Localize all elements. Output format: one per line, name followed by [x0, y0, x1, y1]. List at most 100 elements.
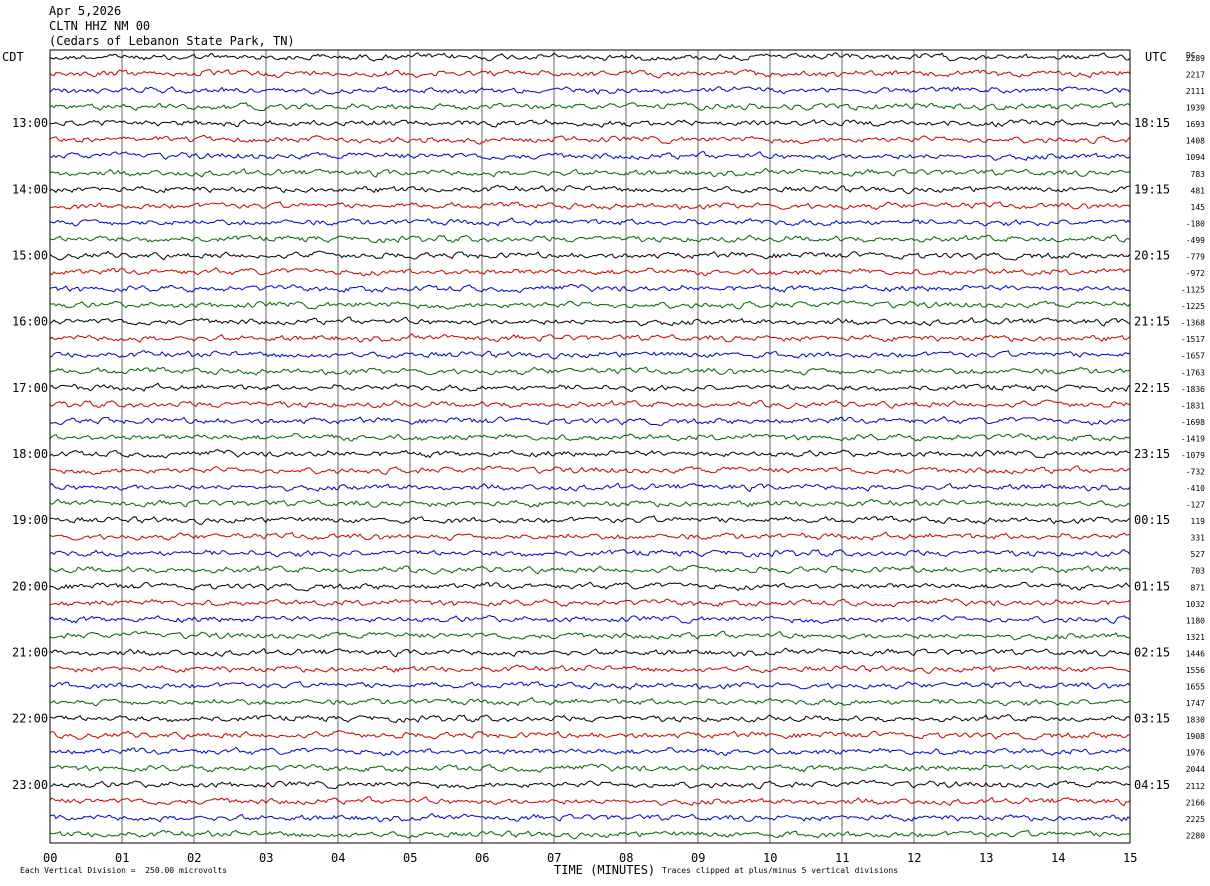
right-timezone-label: UTC — [1145, 50, 1167, 64]
x-axis-label: TIME (MINUTES) — [554, 863, 655, 877]
trace-row-34 — [49, 598, 1131, 608]
dc-offset-row-47: 2225 — [1186, 815, 1205, 824]
dc-offset-row-11: -180 — [1186, 219, 1205, 228]
vertical-division-note: Each Vertical Division = 250.00 microvol… — [20, 866, 228, 875]
right-hour-20:15: 20:15 — [1134, 248, 1170, 262]
dc-offset-row-48: 2280 — [1186, 831, 1205, 840]
right-hour-02:15: 02:15 — [1134, 645, 1170, 659]
x-tick-12: 12 — [907, 851, 921, 865]
left-hour-22:00: 22:00 — [12, 712, 48, 726]
dc-label: DC — [1186, 51, 1196, 60]
dc-offset-row-20: -1763 — [1181, 368, 1205, 377]
left-hour-13:00: 13:00 — [12, 116, 48, 130]
dc-offset-row-41: 1830 — [1186, 716, 1205, 725]
dc-offset-row-42: 1908 — [1186, 732, 1205, 741]
dc-offset-row-43: 1976 — [1186, 749, 1205, 758]
right-hour-labels: 18:15 19:15 20:15 21:15 22:15 23:15 00:15 01:15… — [1134, 116, 1170, 792]
trace-row-29 — [49, 515, 1131, 526]
dc-offset-row-27: -410 — [1186, 484, 1205, 493]
trace-row-42 — [49, 730, 1131, 741]
dc-offset-row-37: 1446 — [1186, 649, 1205, 658]
trace-row-17 — [49, 316, 1131, 327]
time-gridlines — [121, 50, 1059, 843]
right-hour-04:15: 04:15 — [1134, 778, 1170, 792]
dc-offset-row-12: -499 — [1186, 236, 1205, 245]
trace-row-40 — [49, 696, 1131, 707]
x-tick-14: 14 — [1051, 851, 1065, 865]
x-tick-11: 11 — [835, 851, 849, 865]
station-code: CLTN HHZ NM 00 — [49, 19, 151, 33]
x-tick-05: 05 — [403, 851, 417, 865]
right-hour-00:15: 00:15 — [1134, 513, 1170, 527]
x-tick-01: 01 — [115, 851, 129, 865]
trace-row-6 — [49, 134, 1131, 145]
dc-offset-row-7: 1094 — [1186, 153, 1205, 162]
dc-offset-row-3: 2111 — [1186, 87, 1205, 96]
left-hour-17:00: 17:00 — [12, 381, 48, 395]
trace-row-20 — [49, 366, 1131, 376]
x-tick-03: 03 — [259, 851, 273, 865]
dc-offset-row-15: -1125 — [1181, 286, 1205, 295]
left-timezone-label: CDT — [2, 50, 24, 64]
trace-row-1 — [49, 52, 1131, 62]
dc-offset-row-30: 331 — [1191, 534, 1206, 543]
chart-header: Apr 5,2026 CLTN HHZ NM 00 (Cedars of Leban… — [49, 4, 295, 49]
dc-offset-row-26: -732 — [1186, 468, 1205, 477]
trace-row-14 — [49, 267, 1131, 277]
dc-offset-row-34: 1032 — [1186, 600, 1205, 609]
x-tick-02: 02 — [187, 851, 201, 865]
x-tick-07: 07 — [547, 851, 561, 865]
x-tick-13: 13 — [979, 851, 993, 865]
dc-offset-row-25: -1079 — [1181, 451, 1205, 460]
plot-frame — [49, 49, 1131, 844]
dc-offset-row-5: 1693 — [1186, 120, 1205, 129]
trace-row-43 — [49, 746, 1131, 757]
left-hour-16:00: 16:00 — [12, 315, 48, 329]
trace-row-33 — [49, 581, 1131, 592]
left-hour-14:00: 14:00 — [12, 182, 48, 196]
trace-row-15 — [49, 283, 1131, 294]
clip-note: Traces clipped at plus/minus 5 vertical … — [662, 866, 899, 875]
dc-offset-row-6: 1408 — [1186, 137, 1205, 146]
trace-row-21 — [49, 382, 1131, 393]
dc-offset-row-35: 1180 — [1186, 616, 1205, 625]
station-location: (Cedars of Lebanon State Park, TN) — [49, 34, 295, 48]
trace-row-36 — [49, 630, 1131, 641]
dc-offset-row-36: 1321 — [1186, 633, 1205, 642]
trace-row-23 — [49, 415, 1131, 426]
seismic-traces — [49, 52, 1131, 840]
x-tick-labels: 00 01 02 03 04 05 06 07 08 09 10 11 12 13 14 15 — [43, 851, 1137, 865]
right-hour-03:15: 03:15 — [1134, 712, 1170, 726]
trace-row-44 — [49, 763, 1131, 773]
trace-row-46 — [49, 796, 1131, 807]
trace-row-19 — [49, 349, 1131, 360]
trace-row-32 — [49, 564, 1131, 575]
dc-offset-row-38: 1556 — [1186, 666, 1205, 675]
dc-offset-row-13: -779 — [1186, 252, 1205, 261]
trace-row-26 — [49, 465, 1131, 476]
dc-offset-row-44: 2044 — [1186, 765, 1205, 774]
right-hour-23:15: 23:15 — [1134, 447, 1170, 461]
left-hour-15:00: 15:00 — [12, 248, 48, 262]
trace-row-30 — [49, 531, 1131, 541]
trace-row-28 — [49, 498, 1131, 508]
dc-offset-row-22: -1831 — [1181, 401, 1205, 410]
right-hour-18:15: 18:15 — [1134, 116, 1170, 130]
trace-row-47 — [49, 812, 1131, 823]
dc-offset-row-21: -1836 — [1181, 385, 1205, 394]
chart-date: Apr 5,2026 — [49, 4, 122, 18]
x-tick-15: 15 — [1123, 851, 1137, 865]
dc-offset-row-19: -1657 — [1181, 352, 1205, 361]
dc-offset-row-39: 1655 — [1186, 683, 1205, 692]
dc-offset-row-2: 2217 — [1186, 71, 1205, 80]
trace-row-31 — [49, 548, 1131, 558]
trace-row-16 — [49, 300, 1131, 310]
dc-offset-row-1: 2289 — [1186, 54, 1205, 63]
dc-offset-row-10: 145 — [1191, 203, 1206, 212]
x-tick-10: 10 — [763, 851, 777, 865]
left-hour-labels: 13:00 14:00 15:00 16:00 17:00 18:00 19:00 20:00… — [12, 116, 48, 792]
trace-row-25 — [49, 449, 1130, 459]
dc-offset-row-28: -127 — [1186, 501, 1205, 510]
left-hour-18:00: 18:00 — [12, 447, 48, 461]
